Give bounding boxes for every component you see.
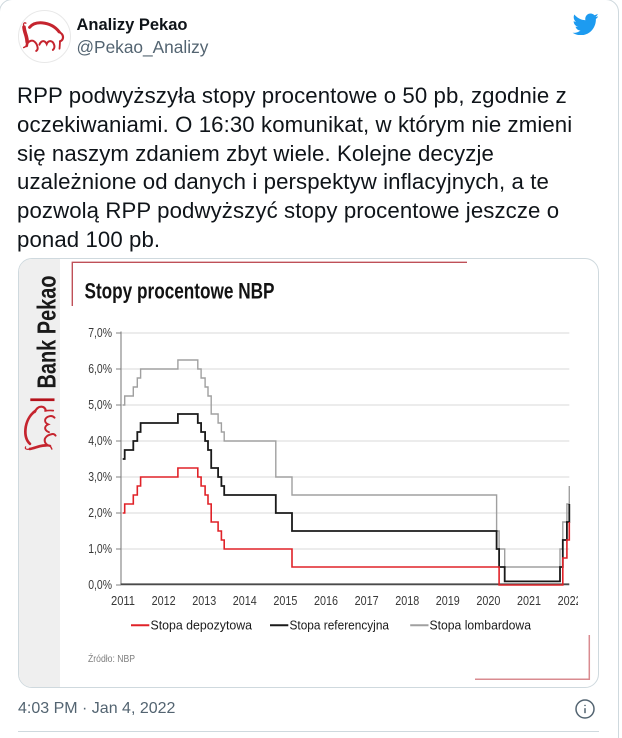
svg-text:4,0%: 4,0% [88,433,112,448]
svg-text:Stopa depozytowa: Stopa depozytowa [151,617,253,632]
svg-text:1,0%: 1,0% [88,541,112,556]
svg-text:2018: 2018 [395,593,419,608]
svg-text:2015: 2015 [273,593,297,608]
svg-text:7,0%: 7,0% [88,325,112,340]
svg-text:2021: 2021 [517,593,541,608]
svg-text:Stopa referencyjna: Stopa referencyjna [290,617,390,632]
svg-text:3,0%: 3,0% [88,469,112,484]
svg-text:5,0%: 5,0% [88,397,112,412]
svg-text:Bank Pekao: Bank Pekao [31,276,61,389]
svg-text:2022: 2022 [558,593,582,608]
svg-text:2019: 2019 [436,593,460,608]
svg-text:2011: 2011 [111,593,135,608]
svg-text:2014: 2014 [233,593,257,608]
svg-text:Źródło: NBP: Źródło: NBP [88,652,135,665]
svg-text:2017: 2017 [355,593,379,608]
svg-text:2012: 2012 [152,593,176,608]
svg-text:6,0%: 6,0% [88,361,112,376]
svg-text:2,0%: 2,0% [88,505,112,520]
svg-text:2013: 2013 [192,593,216,608]
svg-text:2016: 2016 [314,593,338,608]
svg-text:0,0%: 0,0% [88,577,112,592]
svg-text:Stopy procentowe NBP: Stopy procentowe NBP [85,279,275,304]
svg-text:2020: 2020 [476,593,500,608]
svg-text:Stopa lombardowa: Stopa lombardowa [430,617,532,632]
